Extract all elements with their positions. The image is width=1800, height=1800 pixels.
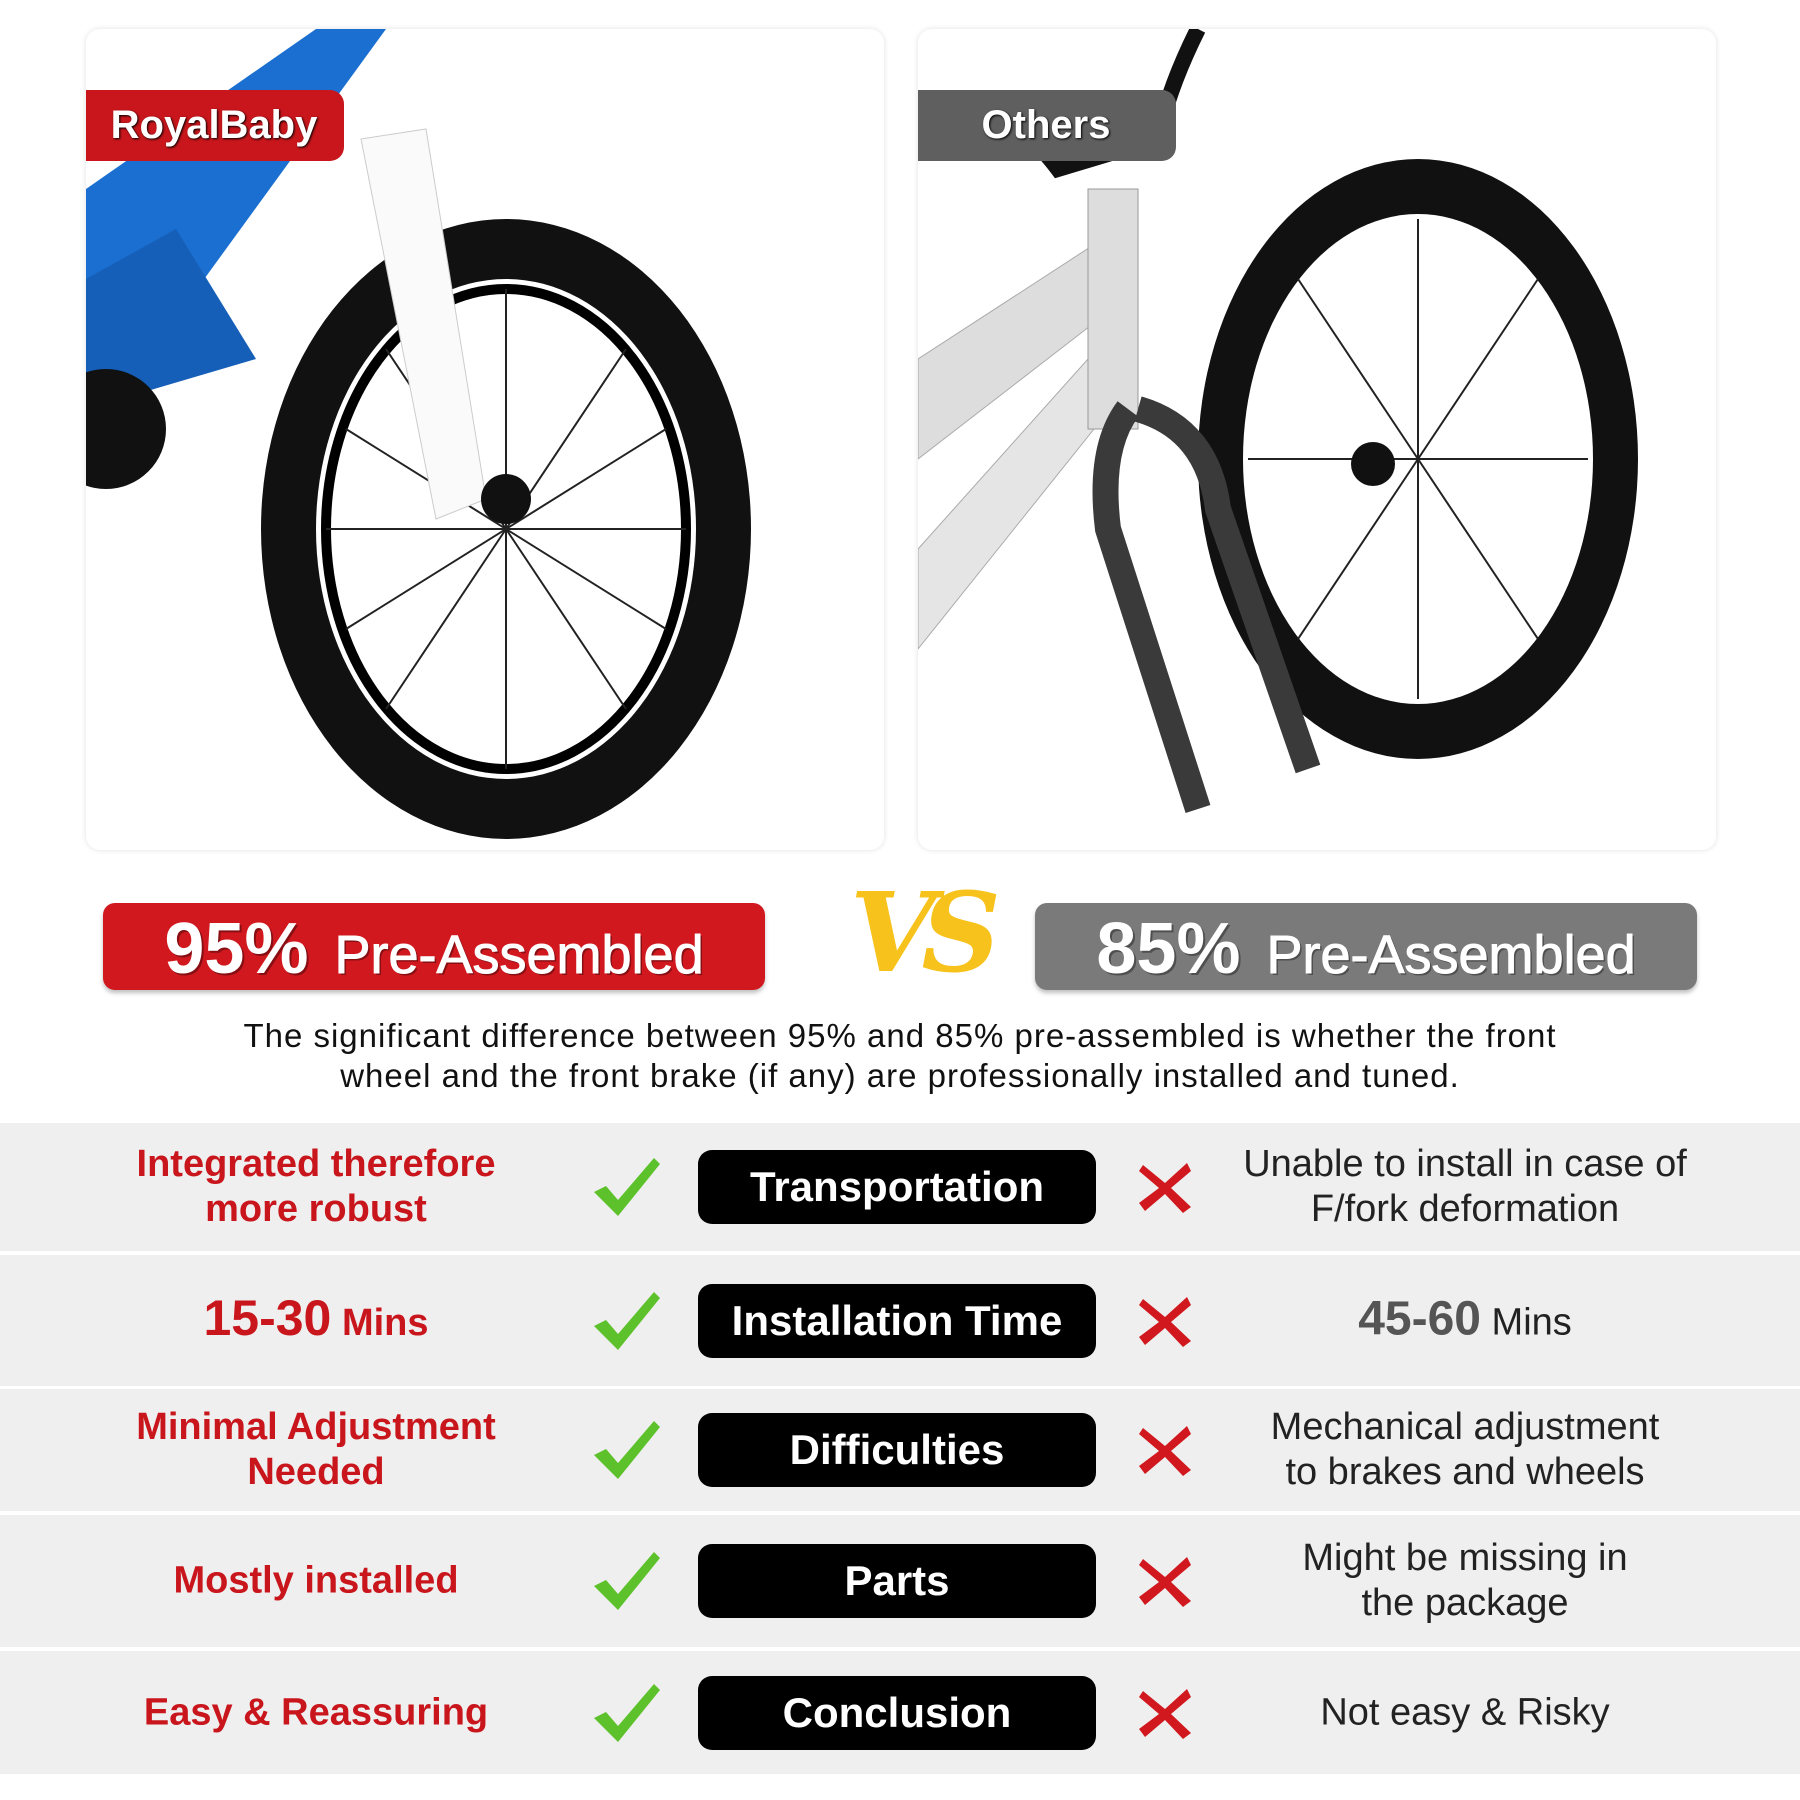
cross-icon <box>1137 1555 1193 1607</box>
royalbaby-text-line: Integrated therefore <box>136 1143 496 1185</box>
others-text-line: to brakes and wheels <box>1285 1451 1645 1493</box>
cross-icon <box>1137 1424 1193 1476</box>
others-text-line: Might be missing in <box>1302 1537 1628 1579</box>
comparison-row-difficulties: Minimal Adjustment Needed Difficulties Mech… <box>0 1389 1800 1511</box>
others-value: Not easy & Risky <box>1220 1690 1710 1735</box>
others-percent: 85% <box>1096 909 1241 989</box>
royalbaby-text-line: Mostly installed <box>173 1559 459 1602</box>
royalbaby-time: 15-30 <box>203 1289 332 1346</box>
others-value: 45-60 Mins <box>1220 1295 1710 1345</box>
royalbaby-value: Mostly installed <box>96 1559 536 1604</box>
comparison-row-installation-time: 15-30 Mins Installation Time 45-60 Mins <box>0 1255 1800 1386</box>
cross-icon <box>1137 1295 1193 1347</box>
royalbaby-unit: Mins <box>341 1301 429 1344</box>
cross-icon <box>1137 1161 1193 1213</box>
royalbaby-photo-panel: RoyalBaby <box>86 29 884 850</box>
royalbaby-text-line: Minimal Adjustment <box>136 1406 496 1448</box>
others-text-line: the package <box>1361 1582 1569 1624</box>
others-text-line: Mechanical adjustment <box>1270 1406 1660 1448</box>
royalbaby-value: Integrated therefore more robust <box>96 1142 536 1232</box>
others-unit: Mins <box>1491 1301 1572 1343</box>
comparison-row-parts: Mostly installed Parts Might be missing in… <box>0 1515 1800 1647</box>
category-label: Difficulties <box>698 1413 1096 1487</box>
check-icon <box>590 1419 662 1481</box>
comparison-row-conclusion: Easy & Reassuring Conclusion Not easy & Ri… <box>0 1651 1800 1774</box>
category-label: Conclusion <box>698 1675 1096 1750</box>
check-icon <box>590 1156 662 1218</box>
others-value: Mechanical adjustment to brakes and wheel… <box>1220 1405 1710 1495</box>
royalbaby-bike-image <box>86 29 751 839</box>
check-icon <box>590 1550 662 1612</box>
royalbaby-text-line: Easy & Reassuring <box>143 1691 489 1733</box>
royalbaby-assembly-banner: 95% Pre-Assembled <box>103 903 765 990</box>
others-tag: Others <box>918 90 1176 161</box>
royalbaby-text-line: more robust <box>205 1188 427 1230</box>
comparison-row-transportation: Integrated therefore more robust Transport… <box>0 1123 1800 1251</box>
others-text-line: Not easy & Risky <box>1320 1691 1610 1733</box>
royalbaby-value: 15-30 Mins <box>96 1293 536 1346</box>
royalbaby-text-line: Needed <box>247 1451 385 1493</box>
category-label: Transportation <box>698 1150 1096 1224</box>
description: The significant difference between 95% a… <box>0 1016 1800 1096</box>
others-bike-image <box>918 29 1638 813</box>
royalbaby-value: Easy & Reassuring <box>96 1690 536 1735</box>
check-icon <box>590 1290 662 1352</box>
royalbaby-assembly-label: Pre-Assembled <box>334 925 704 986</box>
royalbaby-tag: RoyalBaby <box>86 90 344 161</box>
check-icon <box>590 1682 662 1744</box>
category-label: Installation Time <box>698 1283 1096 1358</box>
description-line: wheel and the front brake (if any) are p… <box>340 1057 1460 1094</box>
others-value: Might be missing in the package <box>1220 1536 1710 1626</box>
royalbaby-percent: 95% <box>164 909 309 989</box>
others-time: 45-60 <box>1358 1292 1481 1345</box>
cross-icon <box>1137 1687 1193 1739</box>
others-assembly-banner: 85% Pre-Assembled <box>1035 903 1697 990</box>
others-text-line: F/fork deformation <box>1310 1188 1620 1230</box>
royalbaby-value: Minimal Adjustment Needed <box>96 1405 536 1495</box>
others-photo-panel: Others <box>918 29 1716 850</box>
category-label: Parts <box>698 1544 1096 1618</box>
vs-label: VS <box>850 868 1001 997</box>
others-assembly-label: Pre-Assembled <box>1266 925 1636 986</box>
others-text-line: Unable to install in case of <box>1243 1143 1687 1185</box>
others-value: Unable to install in case of F/fork defor… <box>1220 1142 1710 1232</box>
description-line: The significant difference between 95% a… <box>243 1017 1557 1054</box>
